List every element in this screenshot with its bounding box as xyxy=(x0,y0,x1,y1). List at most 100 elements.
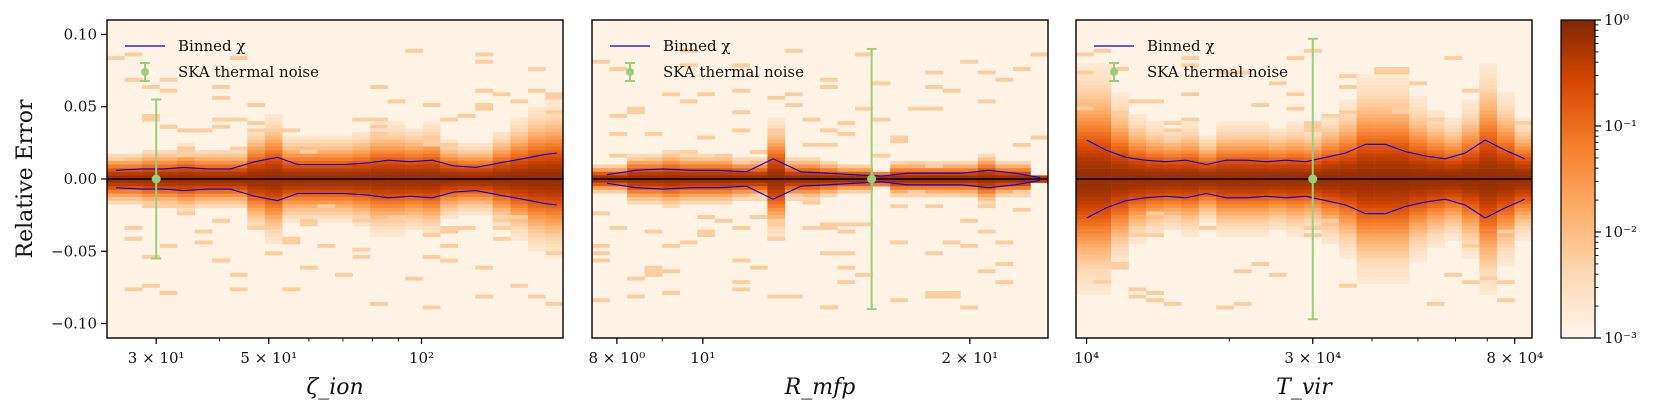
heatmap-cell xyxy=(714,171,733,176)
heatmap-cell xyxy=(1181,200,1199,205)
heatmap-cell xyxy=(1356,189,1375,194)
heatmap-cell xyxy=(609,179,628,183)
heatmap-cell xyxy=(1496,128,1515,133)
heatmap-cell xyxy=(1128,164,1147,169)
heatmap-cell xyxy=(784,197,803,201)
heatmap-cell xyxy=(352,207,371,212)
heatmap-cell xyxy=(247,121,266,126)
heatmap-cell xyxy=(1391,236,1410,241)
heatmap-cell xyxy=(1409,110,1427,115)
heatmap-cell xyxy=(1496,168,1515,173)
heatmap-cell xyxy=(510,211,529,216)
heatmap-cell xyxy=(1268,200,1287,205)
heatmap-cell xyxy=(644,269,663,274)
heatmap-cell xyxy=(1426,168,1445,173)
heatmap-cell xyxy=(1111,135,1129,140)
heatmap-cell xyxy=(1093,218,1112,223)
heatmap-cell xyxy=(352,117,371,122)
heatmap-cell xyxy=(545,244,564,248)
heatmap-cell xyxy=(767,146,786,151)
heatmap-cell xyxy=(1479,222,1498,227)
heatmap-cell xyxy=(1012,164,1031,169)
heatmap-cell xyxy=(264,114,283,118)
heatmap-cell xyxy=(1111,236,1129,241)
heatmap-cell xyxy=(247,142,266,147)
heatmap-cell xyxy=(1426,301,1445,306)
heatmap-cell xyxy=(1479,189,1498,194)
heatmap-cell xyxy=(527,114,546,118)
heatmap-cell xyxy=(194,150,213,154)
heatmap-cell xyxy=(282,164,301,169)
heatmap-cell xyxy=(1461,211,1480,216)
heatmap-cell xyxy=(194,179,213,183)
heatmap-cell xyxy=(510,132,529,136)
heatmap-cell xyxy=(545,186,564,191)
heatmap-cell xyxy=(662,160,680,165)
heatmap-cell xyxy=(1268,146,1287,151)
heatmap-cell xyxy=(1128,179,1147,183)
heatmap-cell xyxy=(1163,171,1182,176)
heatmap-cell xyxy=(697,193,715,198)
heatmap-cell xyxy=(1233,160,1252,165)
heatmap-cell xyxy=(767,153,786,158)
heatmap-cell xyxy=(732,88,751,93)
heatmap-cell xyxy=(890,135,908,140)
heatmap-cell xyxy=(212,258,230,263)
heatmap-cells xyxy=(1076,48,1533,310)
heatmap-cell xyxy=(1198,171,1217,176)
heatmap-cell xyxy=(679,150,698,154)
heatmap-cell xyxy=(1374,70,1392,75)
heatmap-cell xyxy=(387,229,406,234)
heatmap-cell xyxy=(1076,291,1094,295)
heatmap-cell xyxy=(1409,247,1427,252)
heatmap-cell xyxy=(1128,153,1147,158)
heatmap-cell xyxy=(1181,193,1199,198)
heatmap-cell xyxy=(124,189,143,194)
heatmap-cell xyxy=(1198,218,1217,223)
heatmap-cell xyxy=(855,189,873,194)
heatmap-cell xyxy=(212,204,230,209)
heatmap-cell xyxy=(977,164,996,169)
heatmap-cell xyxy=(475,150,494,154)
heatmap-cell xyxy=(1111,103,1129,107)
heatmap-cell xyxy=(159,168,178,173)
heatmap-cell xyxy=(335,175,353,180)
heatmap-cell xyxy=(1093,269,1112,274)
heatmap-cell xyxy=(1391,74,1410,79)
heatmap-cell xyxy=(1461,142,1480,147)
heatmap-cell xyxy=(1339,117,1357,122)
heatmap-cell xyxy=(387,186,406,191)
heatmap-cell xyxy=(299,215,318,219)
heatmap-cell xyxy=(492,222,511,227)
heatmap-cell xyxy=(1181,56,1199,60)
heatmap-cell xyxy=(1216,207,1235,212)
heatmap-cell xyxy=(370,128,388,133)
heatmap-cell xyxy=(749,168,768,173)
heatmap-cell xyxy=(264,186,283,191)
heatmap-cell xyxy=(545,139,564,144)
heatmap-cell xyxy=(142,160,160,165)
heatmap-cell xyxy=(1128,132,1147,136)
heatmap-cell xyxy=(1216,146,1235,151)
heatmap-cell xyxy=(1496,247,1515,252)
heatmap-cell xyxy=(1514,204,1533,209)
heatmap-cell xyxy=(1216,226,1235,230)
heatmap-cell xyxy=(527,229,546,234)
heatmap-cell xyxy=(422,226,441,230)
heatmap-cell xyxy=(510,207,529,212)
heatmap-cell xyxy=(749,150,768,154)
heatmap-cell xyxy=(1093,48,1112,53)
heatmap-cell xyxy=(802,200,821,205)
heatmap-cell xyxy=(1233,197,1252,201)
heatmap-cell xyxy=(1286,218,1305,223)
heatmap-cell xyxy=(142,179,160,183)
heatmap-cell xyxy=(264,171,283,176)
heatmap-cell xyxy=(440,215,458,219)
heatmap-cell xyxy=(1198,182,1217,187)
heatmap-cell xyxy=(1496,121,1515,126)
heatmap-cell xyxy=(609,168,628,173)
heatmap-cell xyxy=(159,160,178,165)
heatmap-cell xyxy=(1286,132,1305,136)
heatmap-cell xyxy=(784,160,803,165)
heatmap-cell xyxy=(1076,218,1094,223)
